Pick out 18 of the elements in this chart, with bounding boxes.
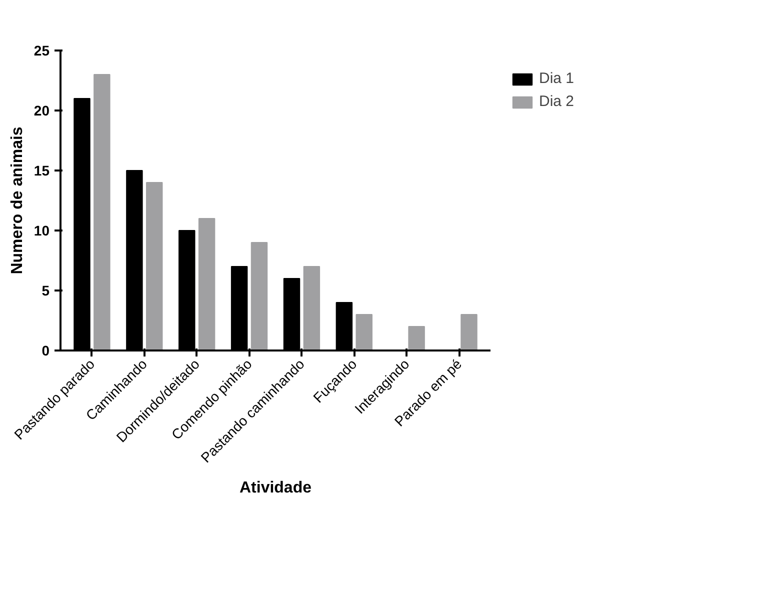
- bar: [408, 326, 425, 350]
- y-tick-label: 10: [34, 222, 50, 238]
- y-tick-label: 20: [34, 102, 50, 118]
- legend-label: Dia 2: [539, 93, 574, 110]
- y-axis-title: Numero de animais: [8, 126, 26, 274]
- legend-label: Dia 1: [539, 70, 574, 87]
- bar: [250, 242, 268, 350]
- bar: [303, 266, 320, 350]
- bar: [146, 182, 163, 350]
- bar: [198, 218, 216, 350]
- x-axis-title: Atividade: [239, 479, 312, 496]
- y-tick-label: 15: [34, 162, 50, 178]
- bar: [356, 314, 372, 350]
- bar: [94, 74, 110, 350]
- bar: [460, 314, 478, 350]
- y-tick-label: 5: [42, 282, 50, 298]
- y-tick-label: 25: [34, 42, 50, 58]
- y-tick-label: 0: [42, 342, 50, 358]
